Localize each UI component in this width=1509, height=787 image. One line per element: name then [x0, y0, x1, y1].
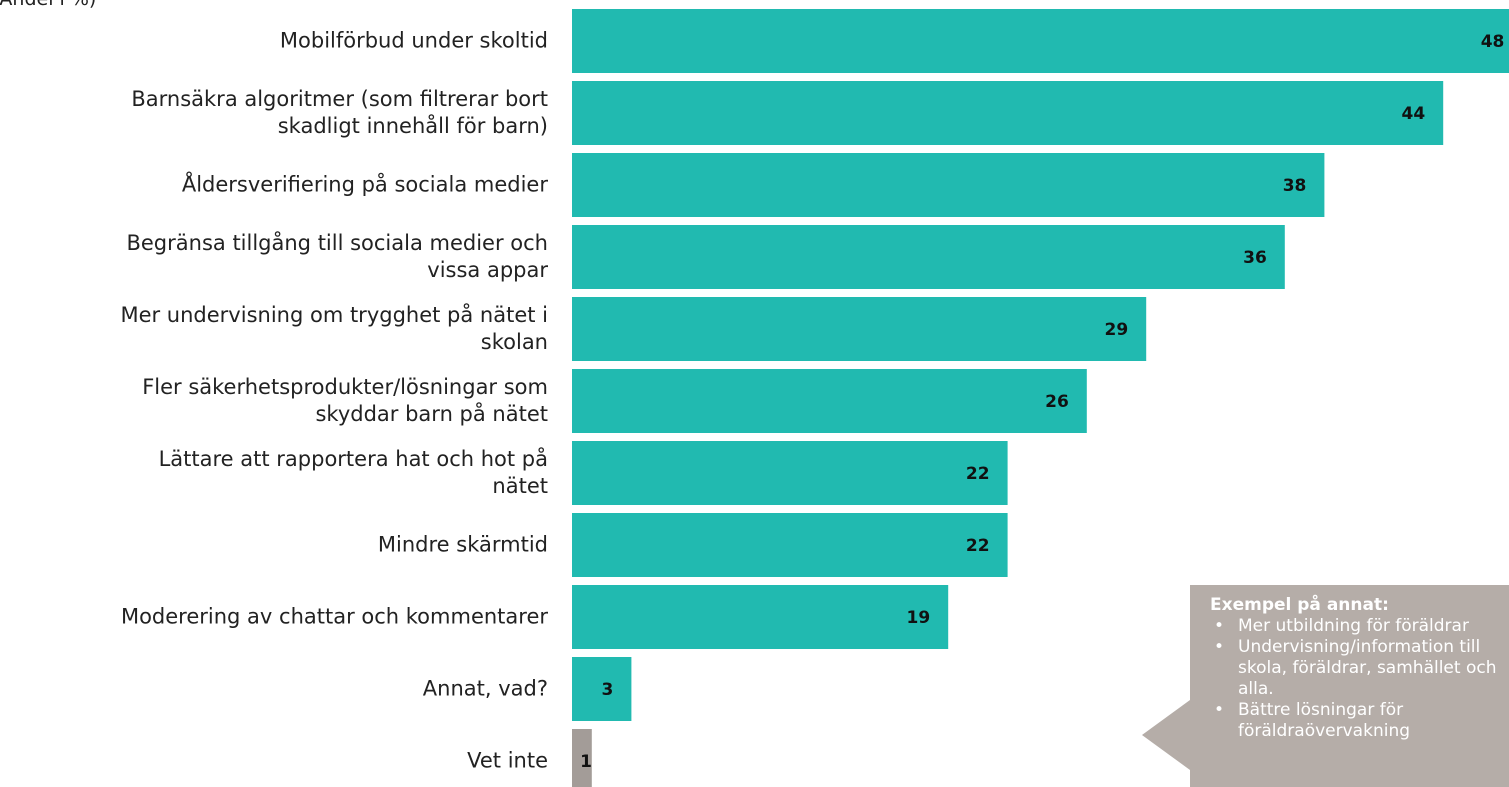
value-label: 3 [602, 680, 614, 700]
annotation-item: Undervisning/information till skola, för… [1214, 637, 1509, 700]
category-label: Åldersverifiering på sociala medier [181, 172, 548, 197]
bar [572, 441, 1008, 505]
category-label: Mer undervisning om trygghet på nätet i … [120, 303, 548, 354]
bar [572, 225, 1285, 289]
value-label: 22 [966, 536, 990, 556]
value-label: 19 [907, 608, 931, 628]
value-label: 26 [1045, 392, 1069, 412]
annotation: Exempel på annat: Mer utbildning för för… [1190, 585, 1509, 787]
bar [572, 657, 632, 721]
value-label: 36 [1243, 248, 1267, 268]
bar [572, 513, 1008, 577]
category-label: Barnsäkra algoritmer (som filtrerar bort… [131, 87, 548, 138]
category-label: Vet inte [467, 748, 548, 773]
value-label: 48 [1481, 32, 1505, 52]
value-label: 44 [1402, 104, 1426, 124]
annotation-list: Mer utbildning för föräldrarUndervisning… [1210, 616, 1509, 742]
bar [572, 585, 949, 649]
bar [572, 729, 592, 787]
annotation-item: Bättre lösningar för föräldraövervakning [1214, 700, 1509, 742]
bar [572, 9, 1509, 73]
value-label: 1 [580, 752, 592, 772]
bar [572, 369, 1087, 433]
value-label: 29 [1105, 320, 1129, 340]
callout-pointer [1142, 700, 1190, 770]
category-label: Mobilförbud under skoltid [279, 28, 548, 53]
annotation-item: Mer utbildning för föräldrar [1214, 616, 1509, 637]
annotation-title: Exempel på annat: [1210, 595, 1389, 615]
bar [572, 153, 1325, 217]
subtitle: (Andel i %) [0, 0, 96, 10]
bar [572, 81, 1444, 145]
category-label: Mindre skärmtid [377, 532, 548, 557]
value-label: 22 [966, 464, 990, 484]
value-label: 38 [1283, 176, 1307, 196]
category-label: Lättare att rapportera hat och hot på nä… [158, 447, 548, 498]
category-label: Annat, vad? [422, 676, 548, 701]
category-label: Moderering av chattar och kommentarer [120, 604, 548, 629]
bar [572, 297, 1147, 361]
category-label: Fler säkerhetsprodukter/lösningar som sk… [142, 375, 548, 426]
category-label: Begränsa tillgång till sociala medier oc… [126, 231, 548, 282]
